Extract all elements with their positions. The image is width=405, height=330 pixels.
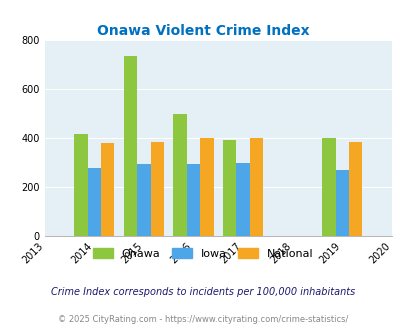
Bar [321,138,335,236]
Bar [222,140,236,236]
Bar [236,163,249,236]
Bar [150,142,164,236]
Text: Onawa Violent Crime Index: Onawa Violent Crime Index [96,24,309,38]
Bar [173,114,186,236]
Bar [200,138,213,236]
Bar [101,143,114,236]
Bar [74,134,87,236]
Bar [335,170,348,236]
Bar [124,56,137,236]
Text: © 2025 CityRating.com - https://www.cityrating.com/crime-statistics/: © 2025 CityRating.com - https://www.city… [58,315,347,324]
Bar [348,142,361,236]
Bar [137,164,150,236]
Bar [87,168,101,236]
Bar [186,164,200,236]
Bar [249,138,262,236]
Legend: Onawa, Iowa, National: Onawa, Iowa, National [88,244,317,263]
Text: Crime Index corresponds to incidents per 100,000 inhabitants: Crime Index corresponds to incidents per… [51,287,354,297]
